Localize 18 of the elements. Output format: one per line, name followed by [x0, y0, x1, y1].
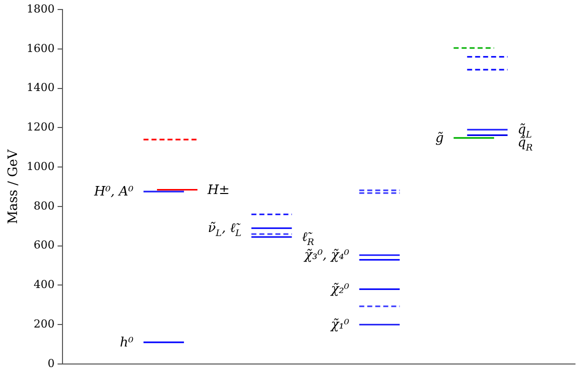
series-label: H±: [206, 182, 230, 198]
series-label: g̃: [435, 130, 444, 146]
series-label: h⁰: [120, 335, 134, 350]
series-label: χ̃₃⁰, χ̃₄⁰: [303, 248, 350, 264]
series-label: χ̃₁⁰: [330, 318, 350, 333]
y-tick-label: 800: [34, 199, 55, 212]
y-tick-label: 1200: [26, 120, 55, 134]
y-tick-label: 1400: [26, 81, 55, 94]
y-tick-label: 1000: [26, 160, 55, 173]
y-tick-label: 200: [34, 317, 55, 330]
y-tick-label: 400: [34, 278, 55, 292]
y-tick-label: 600: [34, 238, 55, 252]
y-axis-title: Mass / GeV: [6, 148, 22, 224]
y-tick-label: 1600: [26, 42, 55, 55]
y-tick-label: 0: [48, 356, 55, 370]
series-label: χ̃₂⁰: [330, 282, 350, 298]
series-label: H⁰, A⁰: [93, 184, 134, 200]
y-tick-label: 1800: [26, 2, 55, 16]
